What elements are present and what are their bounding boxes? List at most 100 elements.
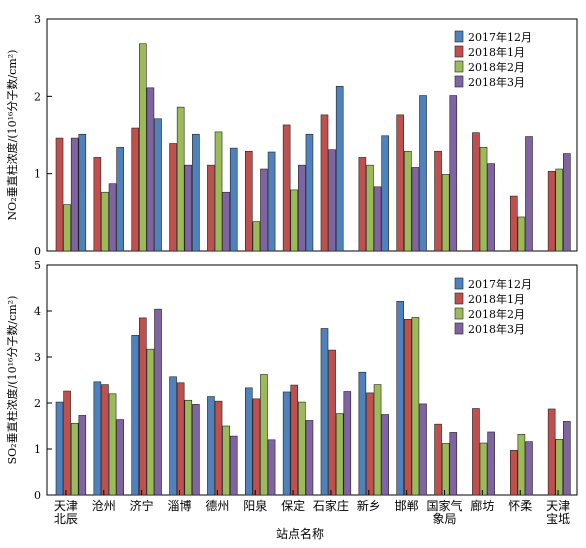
bar	[267, 439, 276, 496]
bar	[525, 441, 533, 496]
bar	[207, 164, 215, 252]
bar	[70, 137, 79, 252]
bar	[320, 114, 329, 252]
bar	[305, 133, 314, 252]
bar	[244, 150, 253, 252]
bar	[93, 381, 102, 496]
bar	[260, 168, 268, 252]
bar	[176, 106, 185, 252]
bar	[434, 150, 442, 252]
y-tick-label: 3	[34, 351, 41, 364]
y-tick-label: 5	[34, 259, 41, 272]
bar	[252, 221, 261, 252]
bar	[298, 164, 306, 252]
bar	[479, 147, 488, 252]
bar	[63, 390, 71, 496]
bar	[328, 149, 336, 252]
bar	[222, 191, 230, 252]
x-category-label: 沧州	[92, 498, 116, 513]
legend-swatch	[454, 60, 464, 73]
bar	[146, 87, 155, 252]
bar	[290, 189, 299, 252]
bar	[487, 431, 495, 496]
bar	[282, 391, 291, 496]
legend-label: 2017年12月	[468, 30, 532, 44]
bar	[298, 401, 306, 496]
bar	[358, 371, 367, 496]
bar	[547, 408, 556, 496]
bar	[101, 384, 109, 496]
bar	[267, 151, 276, 252]
bar	[366, 164, 374, 252]
bar	[449, 95, 458, 252]
y-tick-label: 4	[34, 305, 41, 318]
bar	[222, 425, 230, 496]
bar	[434, 423, 442, 496]
bar	[229, 435, 238, 496]
bar	[154, 308, 162, 496]
bar	[131, 335, 140, 496]
legend-label: 2018年1月	[468, 45, 525, 59]
bar	[419, 403, 427, 496]
bar	[101, 191, 109, 252]
bar	[396, 301, 405, 496]
bar	[373, 186, 382, 252]
bar	[214, 400, 223, 496]
bar	[116, 419, 124, 496]
bar	[404, 318, 412, 496]
bar	[555, 168, 564, 252]
no2-bars	[55, 43, 571, 252]
legend-label: 2018年2月	[468, 60, 525, 74]
bar	[184, 164, 193, 252]
legend-label: 2018年2月	[468, 307, 525, 321]
legend-swatch	[454, 322, 464, 335]
bar	[411, 317, 420, 496]
bar	[116, 147, 124, 252]
bar	[320, 328, 329, 496]
legend-swatch	[454, 307, 464, 320]
bar	[244, 387, 253, 496]
bar	[335, 85, 344, 252]
legend-label: 2017年12月	[468, 277, 532, 291]
legend-swatch	[454, 45, 464, 58]
bar	[146, 348, 155, 496]
bar	[214, 131, 223, 252]
bar	[55, 401, 64, 496]
x-category-label: 天津	[54, 499, 78, 513]
bar	[517, 216, 526, 252]
bar	[509, 450, 518, 496]
bar	[472, 132, 480, 252]
bar	[78, 133, 87, 252]
y-tick-label: 2	[34, 90, 41, 103]
x-axis-label: 站点名称	[276, 526, 324, 541]
bar	[449, 432, 458, 496]
bar	[525, 136, 533, 252]
bar	[563, 421, 571, 496]
bar	[108, 393, 117, 496]
y-tick-label: 3	[34, 13, 41, 26]
bar	[411, 167, 420, 252]
bar	[229, 147, 238, 252]
bar	[366, 392, 374, 496]
x-category-label: 天津	[546, 499, 570, 513]
legend-swatch	[454, 277, 464, 290]
bar	[509, 195, 518, 252]
legend-swatch	[454, 75, 464, 88]
bar	[487, 163, 495, 252]
bar	[154, 118, 162, 252]
x-category-label: 保定	[281, 498, 305, 513]
bar	[131, 127, 140, 252]
x-category-label: 宝坻	[546, 511, 570, 526]
bar	[176, 382, 185, 496]
x-category-label: 阳泉	[243, 499, 267, 513]
x-category-label: 石家庄	[313, 498, 349, 513]
x-category-label: 邯郸	[395, 498, 419, 513]
bar	[282, 124, 291, 252]
so2-y-axis-label: SO₂垂直柱浓度/(10¹⁶分子数/cm²)	[5, 296, 19, 465]
x-category-label: 北辰	[54, 512, 78, 526]
y-tick-label: 0	[34, 245, 41, 258]
y-tick-label: 1	[34, 168, 41, 181]
